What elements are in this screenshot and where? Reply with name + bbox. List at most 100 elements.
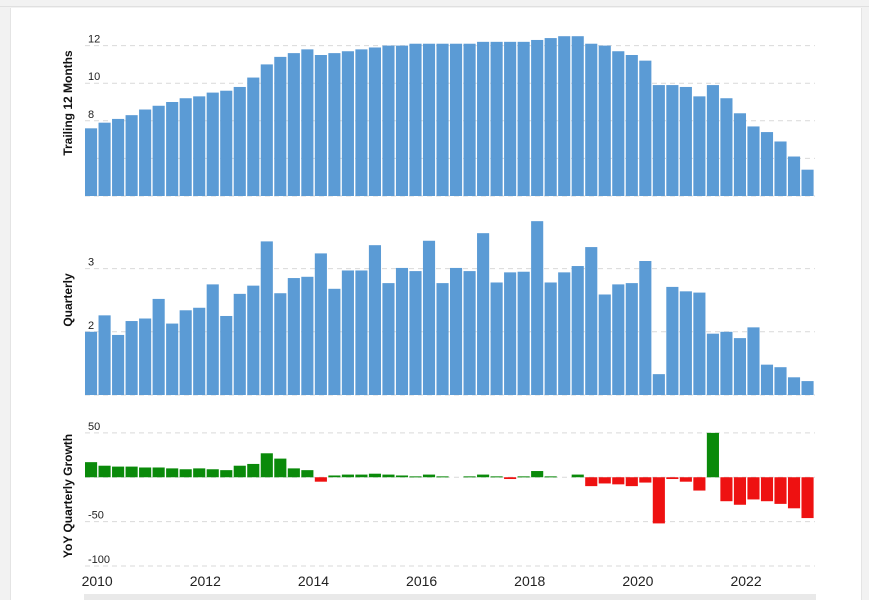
bar[interactable] bbox=[679, 477, 692, 482]
bar[interactable] bbox=[598, 294, 611, 395]
bar[interactable] bbox=[166, 468, 179, 478]
bar[interactable] bbox=[274, 56, 287, 196]
bar[interactable] bbox=[112, 334, 125, 395]
bar[interactable] bbox=[652, 85, 665, 196]
bar[interactable] bbox=[220, 315, 233, 395]
bar[interactable] bbox=[436, 476, 449, 478]
bar[interactable] bbox=[760, 364, 774, 395]
bar[interactable] bbox=[625, 55, 638, 196]
bar[interactable] bbox=[571, 474, 584, 478]
bar[interactable] bbox=[328, 53, 341, 197]
bar[interactable] bbox=[85, 331, 98, 395]
bar[interactable] bbox=[774, 141, 787, 196]
bar[interactable] bbox=[801, 477, 814, 519]
bar[interactable] bbox=[260, 453, 273, 478]
bar[interactable] bbox=[666, 477, 679, 480]
bar[interactable] bbox=[139, 318, 152, 395]
bar[interactable] bbox=[774, 477, 787, 504]
bar[interactable] bbox=[720, 331, 733, 395]
bar[interactable] bbox=[247, 77, 260, 196]
bar[interactable] bbox=[625, 477, 638, 487]
bar[interactable] bbox=[341, 51, 354, 196]
bar[interactable] bbox=[247, 463, 260, 478]
bar[interactable] bbox=[260, 241, 273, 395]
bar[interactable] bbox=[652, 477, 665, 524]
bar[interactable] bbox=[504, 41, 517, 197]
bar[interactable] bbox=[328, 288, 341, 395]
bar[interactable] bbox=[558, 272, 571, 395]
bar[interactable] bbox=[450, 267, 463, 395]
bar[interactable] bbox=[152, 467, 165, 478]
bar[interactable] bbox=[706, 333, 719, 395]
bar[interactable] bbox=[787, 477, 801, 509]
bar[interactable] bbox=[504, 477, 517, 480]
bar[interactable] bbox=[301, 276, 314, 395]
bar[interactable] bbox=[436, 283, 449, 395]
bar[interactable] bbox=[504, 272, 517, 395]
bar[interactable] bbox=[517, 476, 530, 478]
bar[interactable] bbox=[571, 266, 584, 395]
bar[interactable] bbox=[490, 41, 503, 197]
bar[interactable] bbox=[314, 253, 327, 395]
bar[interactable] bbox=[382, 45, 395, 196]
bar[interactable] bbox=[422, 474, 436, 478]
bar[interactable] bbox=[747, 126, 760, 196]
bar[interactable] bbox=[395, 267, 409, 395]
bar[interactable] bbox=[112, 118, 125, 196]
bar[interactable] bbox=[193, 468, 206, 478]
bar[interactable] bbox=[801, 169, 814, 196]
bar[interactable] bbox=[368, 47, 382, 197]
bar[interactable] bbox=[206, 469, 219, 478]
bar[interactable] bbox=[733, 113, 747, 196]
bar[interactable] bbox=[706, 85, 719, 196]
bar[interactable] bbox=[477, 233, 490, 395]
bar[interactable] bbox=[166, 323, 179, 395]
bar[interactable] bbox=[247, 285, 260, 395]
bar[interactable] bbox=[179, 469, 192, 478]
chart-scrollbar[interactable] bbox=[84, 594, 816, 600]
bar[interactable] bbox=[477, 41, 490, 197]
bar[interactable] bbox=[220, 90, 233, 196]
bar[interactable] bbox=[612, 284, 625, 396]
bar[interactable] bbox=[179, 310, 192, 395]
bar[interactable] bbox=[733, 338, 747, 395]
bar[interactable] bbox=[558, 36, 571, 197]
bar[interactable] bbox=[531, 471, 544, 478]
bar[interactable] bbox=[206, 92, 219, 196]
bar[interactable] bbox=[639, 260, 652, 395]
bar[interactable] bbox=[112, 466, 125, 478]
bar[interactable] bbox=[666, 286, 679, 395]
bar[interactable] bbox=[139, 109, 152, 196]
bar[interactable] bbox=[679, 291, 692, 395]
bar[interactable] bbox=[747, 477, 760, 500]
bar[interactable] bbox=[598, 45, 611, 196]
bar[interactable] bbox=[544, 38, 557, 196]
bar[interactable] bbox=[801, 381, 814, 395]
bar[interactable] bbox=[193, 307, 206, 395]
bar[interactable] bbox=[395, 475, 409, 478]
bar[interactable] bbox=[98, 122, 111, 196]
bar[interactable] bbox=[787, 156, 801, 196]
bar[interactable] bbox=[355, 474, 368, 478]
bar[interactable] bbox=[531, 39, 544, 197]
bar[interactable] bbox=[355, 270, 368, 395]
bar[interactable] bbox=[585, 43, 598, 196]
bar[interactable] bbox=[625, 283, 638, 395]
bar[interactable] bbox=[612, 477, 625, 485]
bar[interactable] bbox=[585, 477, 598, 487]
bar[interactable] bbox=[544, 282, 557, 395]
bar[interactable] bbox=[98, 315, 111, 395]
bar[interactable] bbox=[382, 283, 395, 395]
bar[interactable] bbox=[152, 105, 165, 196]
bar[interactable] bbox=[287, 53, 300, 197]
bar[interactable] bbox=[720, 477, 733, 502]
bar[interactable] bbox=[314, 55, 327, 196]
bar[interactable] bbox=[206, 284, 219, 396]
bar[interactable] bbox=[787, 377, 801, 395]
bar[interactable] bbox=[585, 247, 598, 395]
bar[interactable] bbox=[422, 240, 436, 395]
bar[interactable] bbox=[477, 474, 490, 478]
bar[interactable] bbox=[666, 85, 679, 196]
bar[interactable] bbox=[125, 115, 138, 196]
bar[interactable] bbox=[652, 374, 665, 395]
